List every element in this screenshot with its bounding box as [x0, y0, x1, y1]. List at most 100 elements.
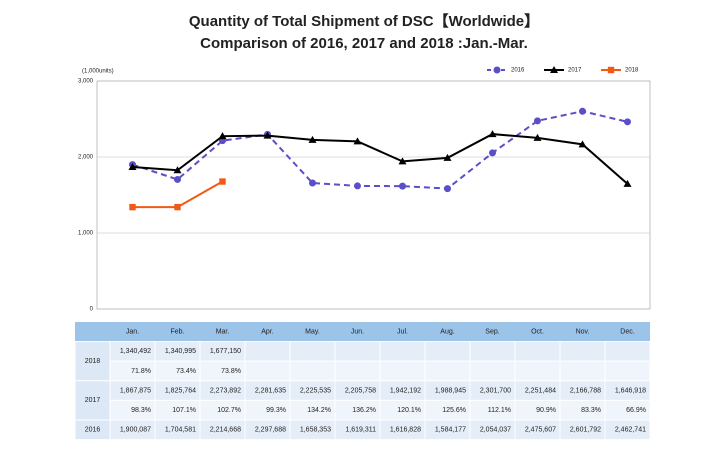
marker	[607, 66, 615, 74]
series-line	[132, 110, 628, 190]
table-header: Jul.	[397, 329, 408, 336]
table-header: Apr.	[261, 329, 274, 336]
marker	[354, 182, 361, 190]
marker	[174, 203, 181, 211]
table-cell	[604, 419, 651, 441]
marker	[550, 66, 558, 73]
table-cell	[469, 341, 516, 362]
table-header: Aug.	[440, 329, 454, 336]
table-value: 2,166,788	[570, 387, 601, 394]
table-value: 1,619,311	[345, 427, 376, 434]
table-header-bg	[75, 322, 650, 342]
row-label: 2017	[85, 397, 101, 404]
table-cell	[604, 341, 651, 362]
table-value: 1,942,192	[390, 387, 421, 394]
marker	[353, 137, 362, 145]
chart-subtitle: Comparison of 2016, 2017 and 2018 :Jan.-…	[200, 35, 528, 52]
table-header: Nov.	[576, 329, 590, 336]
marker	[308, 135, 317, 143]
marker	[488, 130, 497, 138]
table-value: 66.9%	[626, 407, 646, 414]
table-value: 2,225,535	[300, 387, 331, 394]
table-value: 1,340,995	[165, 348, 196, 355]
y-axis-label: (1,000units)	[82, 69, 114, 75]
table-cell	[514, 341, 561, 362]
row-label: 2018	[85, 358, 101, 365]
table-value: 98.3%	[131, 407, 151, 414]
chart-title: Quantity of Total Shipment of DSC【Worldw…	[189, 12, 539, 30]
table-value: 1,616,828	[390, 427, 421, 434]
marker	[174, 175, 181, 183]
marker	[218, 132, 227, 140]
table-header: Jan.	[126, 329, 139, 336]
table-cell	[334, 341, 381, 362]
table-cell	[379, 360, 426, 382]
series-line	[132, 133, 629, 185]
marker	[129, 203, 136, 211]
table-value: 2,214,668	[210, 427, 241, 434]
table-cell	[244, 360, 291, 382]
table-header: Dec.	[620, 329, 634, 336]
table-value: 1,584,177	[435, 427, 466, 434]
table-value: 1,900,087	[120, 427, 151, 434]
table-cell	[289, 360, 336, 382]
table-value: 71.8%	[131, 368, 151, 375]
legend-label: 2016	[511, 68, 525, 74]
table-value: 2,297,688	[255, 427, 286, 434]
marker	[533, 133, 542, 141]
marker	[309, 179, 316, 187]
table-value: 73.8%	[221, 368, 241, 375]
table-header: Mar.	[216, 329, 230, 336]
y-tick-label: 2,000	[78, 155, 94, 161]
table-value: 2,601,792	[570, 427, 601, 434]
y-tick-label: 1,000	[78, 231, 94, 237]
marker	[399, 182, 406, 190]
table-value: 2,251,484	[525, 387, 556, 394]
marker	[173, 166, 182, 174]
table-header: Oct.	[531, 329, 544, 336]
marker	[128, 163, 137, 171]
table-value: 99.3%	[266, 407, 286, 414]
table-value: 1,658,353	[300, 427, 331, 434]
table-value: 83.3%	[581, 407, 601, 414]
table-value: 2,273,892	[210, 387, 241, 394]
table-header: Feb.	[170, 329, 184, 336]
row-label: 2016	[85, 427, 101, 434]
table-cell	[379, 341, 426, 362]
table-header: Jun.	[351, 329, 364, 336]
marker	[489, 149, 496, 157]
marker	[444, 185, 451, 193]
table-cell	[424, 360, 471, 382]
table-value: 1,988,945	[435, 387, 466, 394]
legend-label: 2018	[625, 68, 639, 74]
table-cell	[514, 360, 561, 382]
table-value: 125.6%	[442, 407, 466, 414]
y-tick-label: 0	[90, 307, 94, 313]
table-value: 136.2%	[352, 407, 376, 414]
table-value: 90.9%	[536, 407, 556, 414]
marker	[578, 140, 587, 148]
y-tick-label: 3,000	[78, 79, 94, 85]
table-cell	[244, 341, 291, 362]
table-cell	[559, 360, 606, 382]
marker	[219, 178, 226, 185]
marker	[443, 153, 452, 161]
table-value: 112.1%	[488, 407, 511, 414]
marker	[263, 131, 272, 139]
marker	[624, 118, 631, 126]
table-value: 1,646,918	[615, 387, 646, 394]
marker	[534, 117, 541, 125]
marker	[493, 66, 501, 74]
table-header: Sep.	[485, 329, 499, 336]
legend-label: 2017	[568, 68, 582, 74]
table-value: 134.2%	[307, 407, 331, 414]
marker	[398, 157, 407, 165]
marker	[623, 179, 632, 187]
table-value: 120.1%	[397, 407, 421, 414]
table-cell	[604, 360, 651, 382]
table-value: 73.4%	[176, 368, 196, 375]
table-cell	[469, 360, 516, 382]
table-value: 1,867,875	[120, 387, 151, 394]
series-line	[132, 180, 223, 209]
